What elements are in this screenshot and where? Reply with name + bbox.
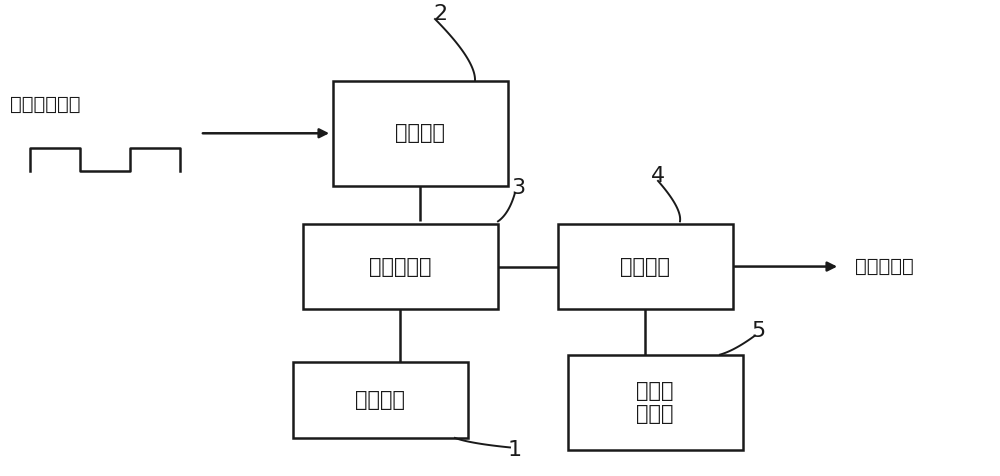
Text: 直流负电压: 直流负电压 [855,257,914,276]
Text: 输出单元: 输出单元 [620,257,670,277]
Text: 4: 4 [651,166,665,186]
Text: 1: 1 [508,440,522,460]
Bar [302,224,498,309]
Text: 3: 3 [511,178,525,198]
Text: 2: 2 [433,4,447,24]
Bar [568,355,742,450]
Bar [558,224,732,309]
Text: 充电单元: 充电单元 [355,390,405,410]
Bar [292,362,468,438]
Text: 外部时钟信号: 外部时钟信号 [10,95,80,114]
Bar [332,81,508,186]
Text: 5: 5 [751,321,765,341]
Text: 电荷泵单元: 电荷泵单元 [369,257,431,277]
Text: 电荷存
储单元: 电荷存 储单元 [636,381,674,424]
Text: 时钟单元: 时钟单元 [395,123,445,143]
